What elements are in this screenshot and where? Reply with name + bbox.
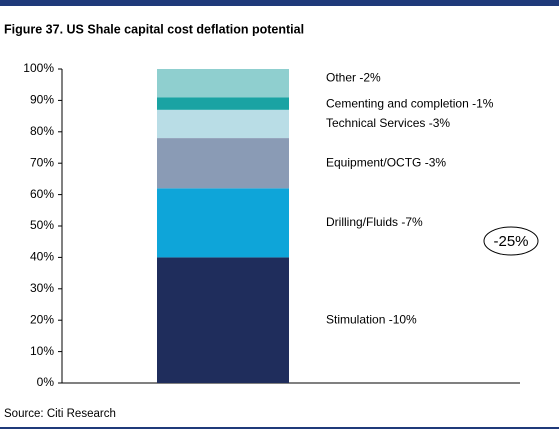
y-tick-label: 40% bbox=[30, 250, 54, 264]
bar-segment bbox=[157, 69, 289, 98]
y-tick-label: 70% bbox=[30, 155, 54, 169]
top-band bbox=[0, 0, 559, 6]
y-tick-label: 20% bbox=[30, 312, 54, 326]
bar-segment bbox=[157, 109, 289, 139]
annotation: -25% bbox=[493, 233, 528, 250]
legend-label: Technical Services -3% bbox=[326, 116, 450, 130]
y-tick-label: 100% bbox=[23, 61, 54, 75]
annotation-oval bbox=[483, 226, 539, 256]
bar-segment bbox=[157, 138, 289, 189]
y-tick-label: 50% bbox=[30, 218, 54, 232]
legend-label: Other -2% bbox=[326, 70, 381, 84]
legend-label: Drilling/Fluids -7% bbox=[326, 215, 423, 229]
legend-label: Equipment/OCTG -3% bbox=[326, 155, 446, 169]
bar-segment bbox=[157, 97, 289, 110]
y-tick-label: 10% bbox=[30, 344, 54, 358]
bar-segment bbox=[157, 188, 289, 258]
y-tick-label: 30% bbox=[30, 281, 54, 295]
legend-label: Stimulation -10% bbox=[326, 312, 417, 326]
source: Source: Citi Research bbox=[4, 408, 116, 420]
y-tick-label: 80% bbox=[30, 124, 54, 138]
y-tick-label: 60% bbox=[30, 187, 54, 201]
legend-label: Cementing and completion -1% bbox=[326, 97, 494, 111]
y-tick-label: 0% bbox=[37, 375, 55, 389]
y-tick-label: 90% bbox=[30, 93, 54, 107]
chart-title: Figure 37. US Shale capital cost deflati… bbox=[4, 22, 304, 36]
bar-segment bbox=[157, 257, 289, 383]
